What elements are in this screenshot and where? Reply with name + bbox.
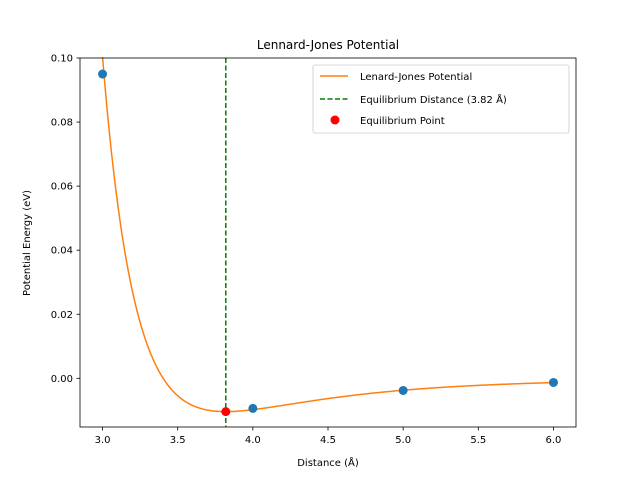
- y-tick-label: 0.06: [51, 182, 73, 193]
- potential-curve: [101, 57, 554, 413]
- legend-label-equilibrium-distance: Equilibrium Distance (3.82 Å): [360, 93, 507, 106]
- y-tick-label: 0.04: [51, 246, 73, 257]
- sample-point-0: [98, 69, 108, 79]
- x-tick-label: 5.0: [395, 435, 411, 446]
- legend-label-equilibrium-point: Equilibrium Point: [360, 116, 445, 127]
- sample-point-2: [398, 385, 408, 395]
- legend: Lenard-Jones Potential Equilibrium Dista…: [312, 64, 570, 134]
- sample-point-3: [548, 377, 558, 387]
- x-tick-label: 3.0: [95, 435, 111, 446]
- x-axis-title: Distance (Å): [297, 456, 359, 469]
- plot-area: [98, 57, 558, 427]
- legend-dot-swatch: [330, 115, 340, 125]
- y-axis-title: Potential Energy (eV): [22, 190, 33, 296]
- x-tick-label: 5.5: [470, 435, 486, 446]
- chart-title: Lennard-Jones Potential: [257, 38, 399, 52]
- x-tick-label: 6.0: [546, 435, 562, 446]
- y-tick-label: 0.02: [51, 310, 73, 321]
- sample-point-1: [248, 403, 258, 413]
- x-tick-label: 4.0: [245, 435, 261, 446]
- y-tick-label: 0.00: [51, 374, 73, 385]
- y-tick-label: 0.10: [51, 54, 73, 65]
- axis-ticks: 3.0 3.5 4.0 4.5 5.0 5.5 6.0 0.00 0.02 0.04 0.06 0.0…: [51, 54, 562, 447]
- x-tick-label: 3.5: [170, 435, 186, 446]
- y-tick-label: 0.08: [51, 118, 73, 129]
- equilibrium-point-marker: [221, 407, 231, 417]
- x-tick-label: 4.5: [320, 435, 336, 446]
- legend-box: [312, 64, 570, 134]
- legend-label-potential: Lenard-Jones Potential: [360, 72, 472, 83]
